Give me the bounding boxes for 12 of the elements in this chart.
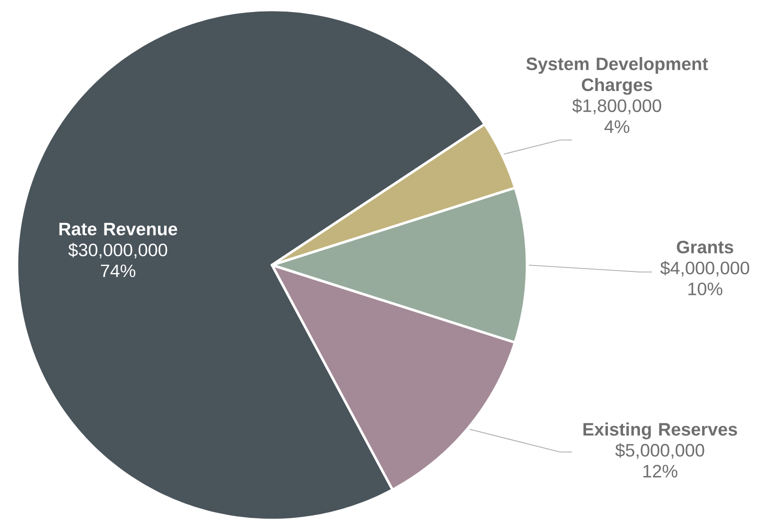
slice-label: System Development Charges xyxy=(526,57,708,95)
slice-label: Rate Revenue xyxy=(59,222,178,236)
data-label: $30,000,000 xyxy=(68,242,168,258)
text: 4% xyxy=(604,120,630,133)
text: 10% xyxy=(688,282,722,296)
text: 74% xyxy=(100,264,136,278)
data-label: $4,000,000 xyxy=(660,260,750,276)
data-label: $5,000,000 xyxy=(615,443,704,459)
data-label: $1,800,000 xyxy=(572,98,662,114)
slice-label: Existing Reserves xyxy=(583,422,737,440)
text: 12% xyxy=(643,464,678,478)
slice-label: Grants xyxy=(676,240,734,254)
